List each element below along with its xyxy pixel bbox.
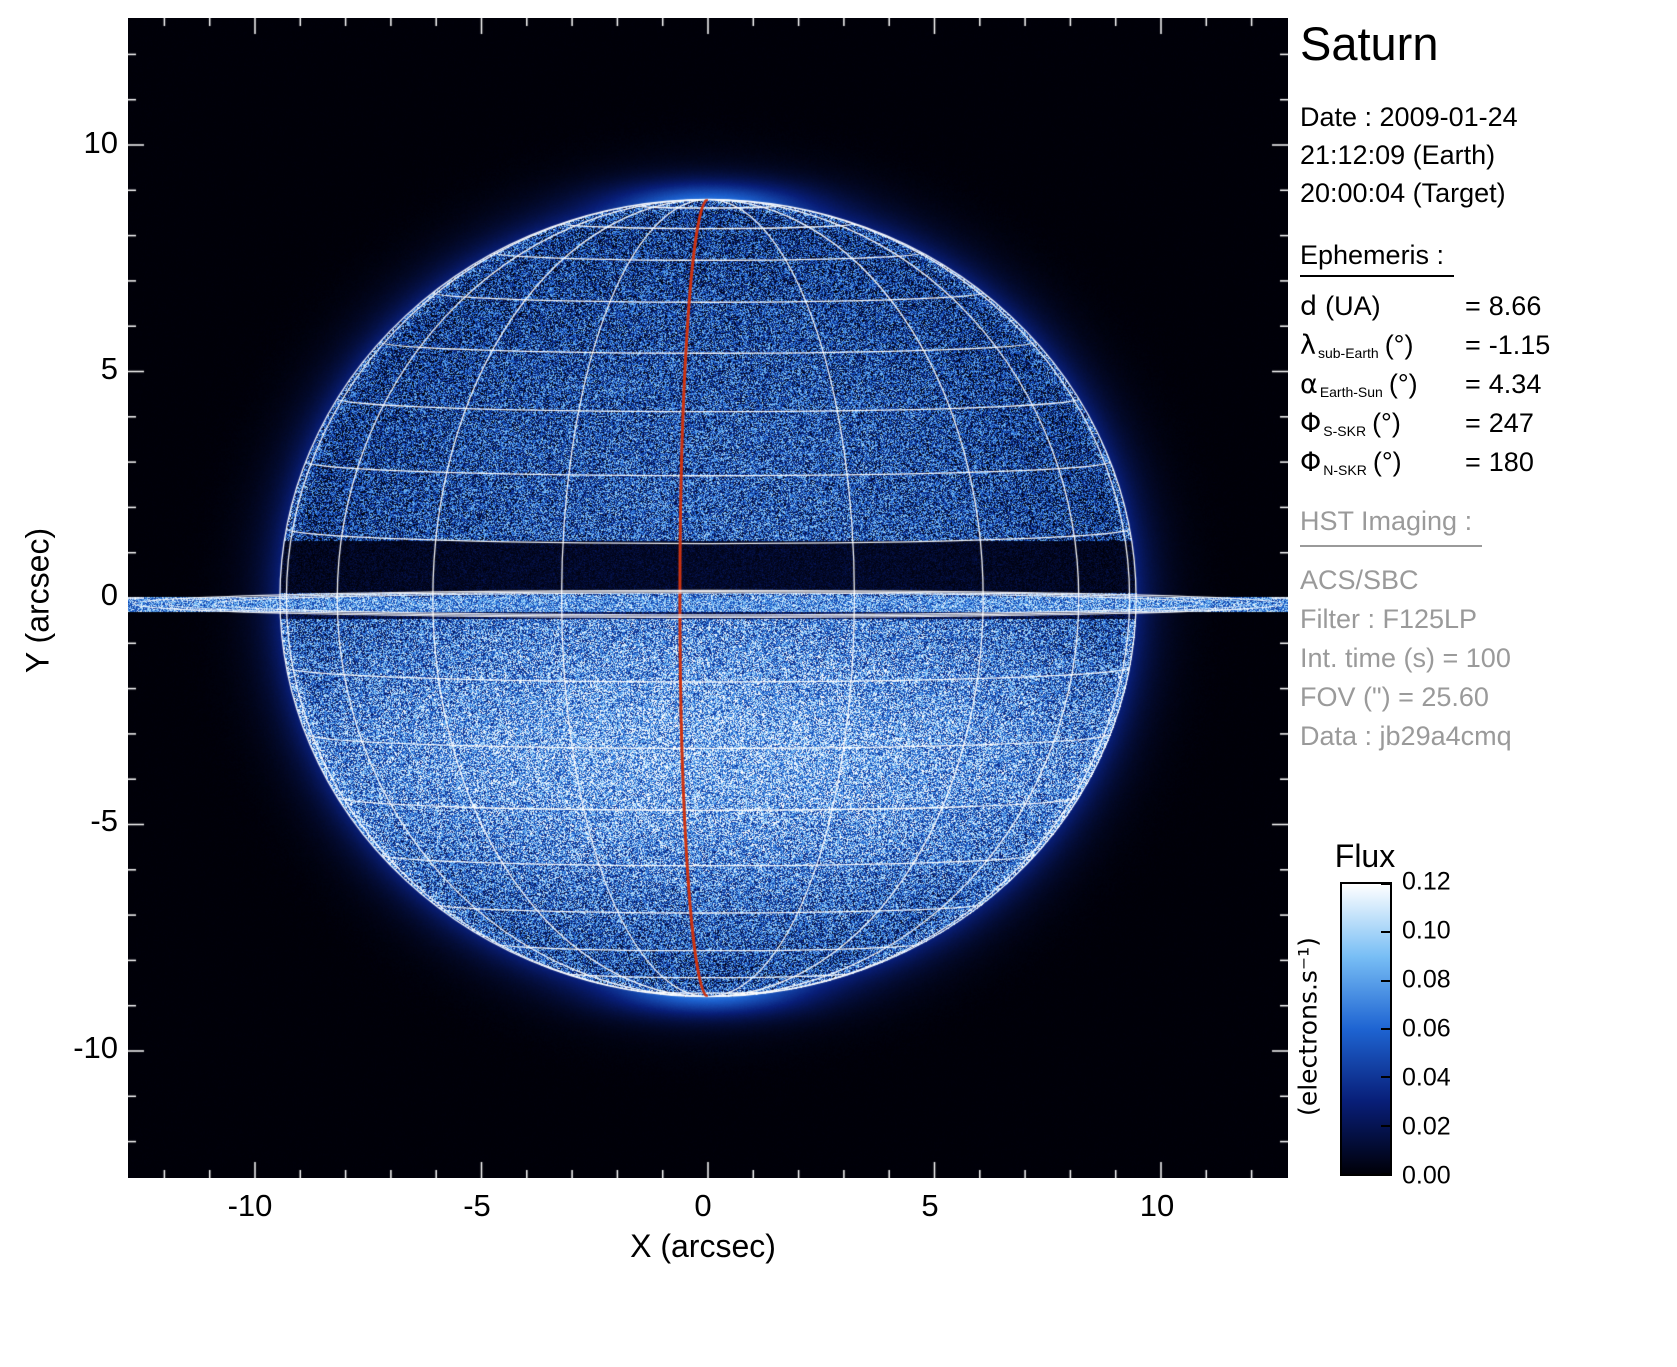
unit-label: (°)	[1389, 369, 1418, 400]
ephemeris-value: 8.66	[1489, 291, 1542, 322]
colorbar	[1340, 882, 1392, 1176]
colorbar-tick-label: 0.10	[1402, 917, 1451, 946]
y-tick-label: -10	[28, 1030, 118, 1066]
x-tick-label: 0	[694, 1188, 711, 1224]
colorbar-gradient	[1342, 884, 1390, 1174]
colorbar-tick-label: 0.04	[1402, 1064, 1451, 1093]
symbol-d: d	[1300, 291, 1317, 322]
symbol-alpha: α	[1300, 369, 1318, 400]
ephemeris-row-subearth-lat: λ sub-Earth (°) = -1.15	[1300, 330, 1550, 369]
hst-imaging-heading: HST Imaging :	[1300, 502, 1482, 547]
ephemeris-row-n-skr-phase: Φ N-SKR (°) = 180	[1300, 447, 1550, 486]
ephemeris-row-label: Φ S-SKR (°)	[1300, 408, 1465, 439]
symbol-subscript: N-SKR	[1323, 462, 1367, 478]
x-tick-label: -10	[228, 1188, 273, 1224]
colorbar-tick-mark	[1381, 931, 1390, 933]
x-tick-label: 10	[1140, 1188, 1174, 1224]
symbol-subscript: sub-Earth	[1318, 345, 1379, 361]
ephemeris-row-label: α Earth-Sun (°)	[1300, 369, 1465, 400]
page-title: Saturn	[1300, 16, 1438, 71]
colorbar-tick-mark	[1381, 1125, 1390, 1127]
ephemeris-value: 180	[1489, 447, 1534, 478]
colorbar-tick-label: 0.02	[1402, 1112, 1451, 1141]
colorbar-tick-label: 0.12	[1402, 868, 1451, 897]
symbol-subscript: S-SKR	[1323, 423, 1366, 439]
ephemeris-heading: Ephemeris :	[1300, 240, 1454, 277]
hst-filter-line: Filter : F125LP	[1300, 600, 1512, 639]
unit-label: (°)	[1373, 447, 1402, 478]
hst-imaging-section: HST Imaging : ACS/SBC Filter : F125LP In…	[1300, 502, 1512, 756]
target-time-line: 20:00:04 (Target)	[1300, 174, 1518, 212]
colorbar-tick-label: 0.08	[1402, 965, 1451, 994]
x-axis-title: X (arcsec)	[630, 1228, 776, 1265]
ephemeris-row-s-skr-phase: Φ S-SKR (°) = 247	[1300, 408, 1550, 447]
unit-label: (UA)	[1325, 291, 1381, 322]
equals-sign: =	[1465, 369, 1481, 400]
y-tick-label: 10	[28, 125, 118, 161]
colorbar-tick-mark	[1381, 1173, 1390, 1175]
y-axis-title: Y (arcsec)	[20, 451, 57, 751]
colorbar-tick-labels: 0.12 0.10 0.08 0.06 0.04 0.02 0.00	[1402, 882, 1492, 1176]
date-block: Date : 2009-01-24 21:12:09 (Earth) 20:00…	[1300, 98, 1518, 212]
plot-area	[128, 18, 1288, 1178]
hst-instrument-line: ACS/SBC	[1300, 561, 1512, 600]
hst-data-id-line: Data : jb29a4cmq	[1300, 717, 1512, 756]
colorbar-tick-mark	[1381, 883, 1390, 885]
colorbar-unit-label: (electrons.s⁻¹)	[1294, 877, 1323, 1177]
y-tick-label: 5	[28, 351, 118, 387]
symbol-phi-n: Φ	[1300, 447, 1321, 478]
equals-sign: =	[1465, 447, 1481, 478]
x-tick-label: -5	[463, 1188, 491, 1224]
equals-sign: =	[1465, 408, 1481, 439]
saturn-image-canvas	[128, 18, 1288, 1178]
colorbar-tick-label: 0.06	[1402, 1015, 1451, 1044]
ephemeris-row-label: λ sub-Earth (°)	[1300, 330, 1465, 361]
colorbar-tick-mark	[1381, 1028, 1390, 1030]
colorbar-tick-label: 0.00	[1402, 1162, 1451, 1191]
ephemeris-row-label: d (UA)	[1300, 291, 1465, 322]
figure-page: 10 5 0 -5 -10 -10 -5 0 5 10 X (arcsec) Y…	[0, 0, 1677, 1367]
symbol-subscript: Earth-Sun	[1320, 384, 1383, 400]
equals-sign: =	[1465, 291, 1481, 322]
date-line: Date : 2009-01-24	[1300, 98, 1518, 136]
ephemeris-row-label: Φ N-SKR (°)	[1300, 447, 1465, 478]
ephemeris-section: Ephemeris : d (UA) = 8.66 λ sub-Earth (°) =…	[1300, 240, 1550, 486]
symbol-lambda: λ	[1300, 330, 1316, 361]
equals-sign: =	[1465, 330, 1481, 361]
unit-label: (°)	[1385, 330, 1414, 361]
y-tick-label: -5	[28, 803, 118, 839]
hst-int-time-line: Int. time (s) = 100	[1300, 639, 1512, 678]
ephemeris-row-distance: d (UA) = 8.66	[1300, 291, 1550, 330]
ephemeris-row-phase-angle: α Earth-Sun (°) = 4.34	[1300, 369, 1550, 408]
unit-label: (°)	[1372, 408, 1401, 439]
colorbar-tick-mark	[1381, 980, 1390, 982]
earth-time-line: 21:12:09 (Earth)	[1300, 136, 1518, 174]
ephemeris-value: 247	[1489, 408, 1534, 439]
hst-fov-line: FOV (") = 25.60	[1300, 678, 1512, 717]
ephemeris-value: 4.34	[1489, 369, 1542, 400]
colorbar-tick-mark	[1381, 1076, 1390, 1078]
symbol-phi-s: Φ	[1300, 408, 1321, 439]
ephemeris-value: -1.15	[1489, 330, 1551, 361]
x-tick-label: 5	[921, 1188, 938, 1224]
